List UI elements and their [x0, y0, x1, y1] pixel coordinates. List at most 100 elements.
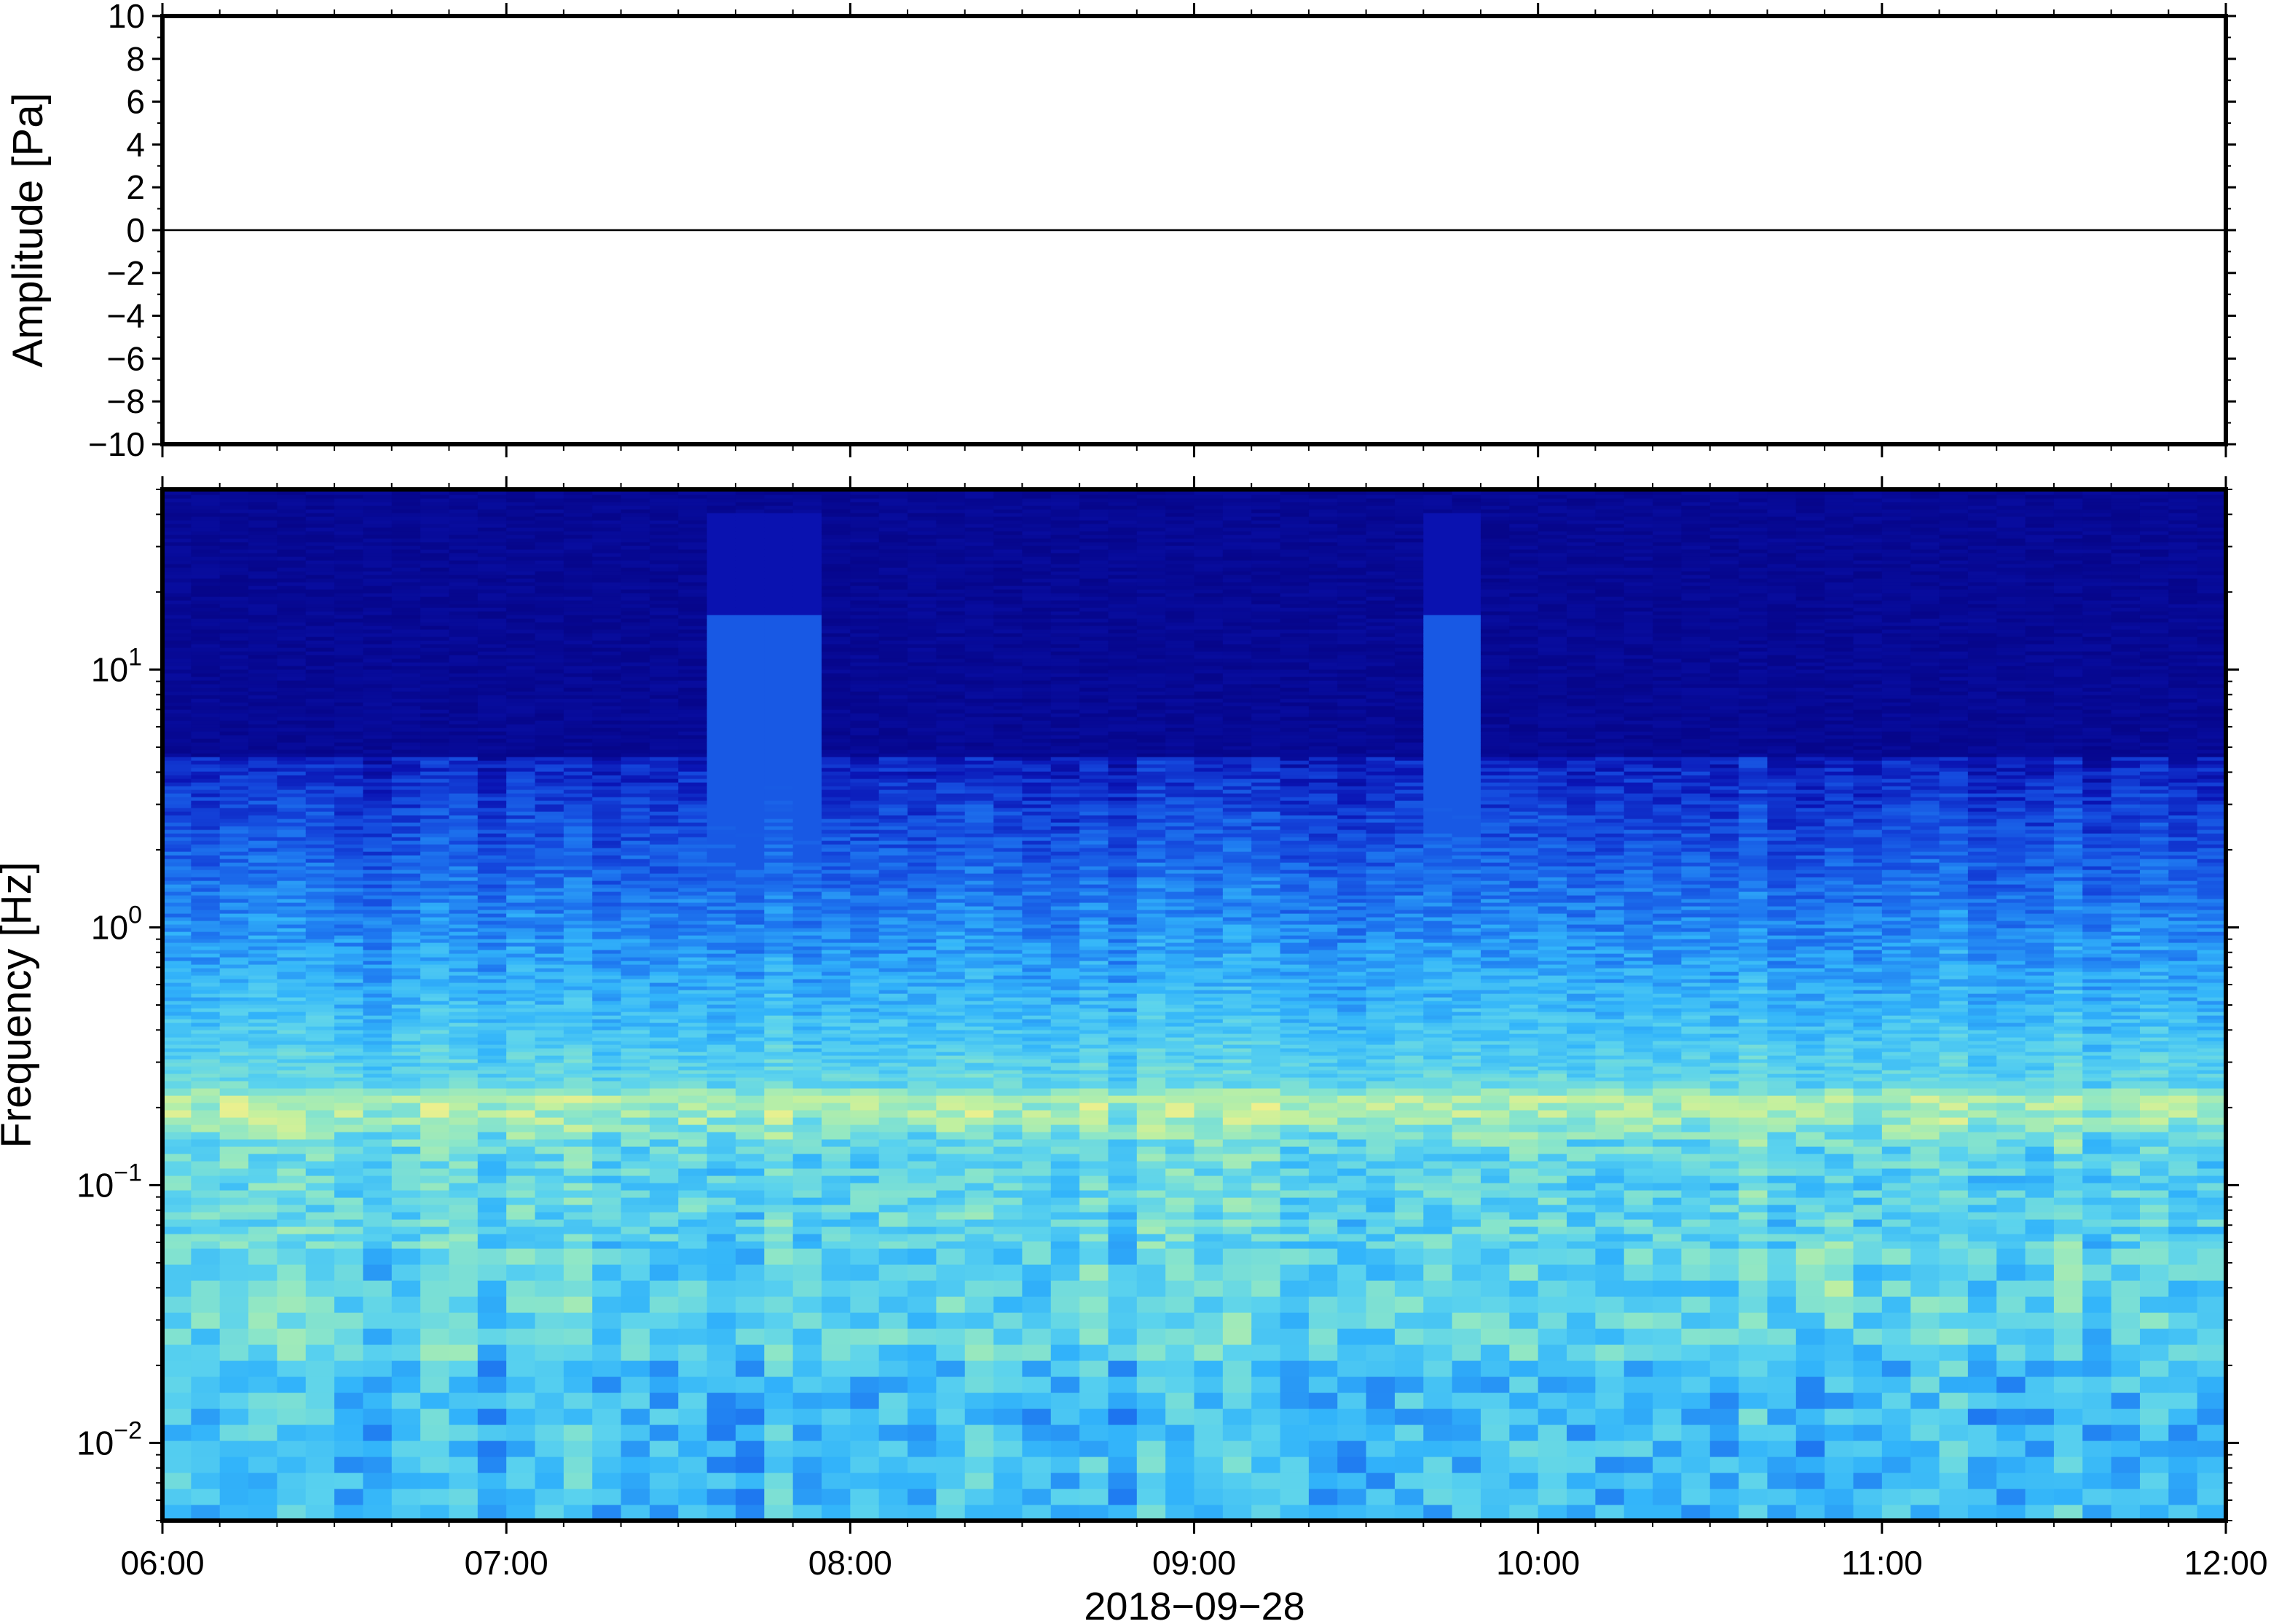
spectrogram-cell — [305, 494, 335, 499]
spectrogram-cell — [735, 822, 765, 827]
spectrogram-cell — [649, 866, 679, 870]
spectrogram-cell — [506, 502, 536, 506]
spectrogram-cell — [248, 669, 278, 674]
spectrogram-cell — [477, 742, 507, 746]
spectrogram-cell — [248, 586, 278, 590]
spectrogram-cell — [563, 582, 593, 586]
spectrogram-cell — [219, 1296, 249, 1313]
spectrogram-cell — [248, 1328, 278, 1345]
spectrogram-cell — [535, 1048, 564, 1052]
spectrogram-cell — [764, 538, 794, 543]
spectrogram-cell — [191, 1012, 221, 1016]
spectrogram-cell — [707, 866, 736, 870]
spectrogram-cell — [162, 655, 192, 659]
spectrogram-cell — [506, 524, 536, 528]
spectrogram-cell — [305, 808, 335, 812]
spectrogram-cell — [678, 877, 708, 881]
spectrogram-cell — [449, 669, 479, 674]
spectrogram-cell — [735, 793, 765, 797]
spectrogram-cell — [735, 921, 765, 925]
spectrogram-cell — [248, 921, 278, 925]
spectrogram-cell — [449, 728, 479, 732]
spectrogram-cell — [764, 640, 794, 645]
spectrogram-cell — [792, 1048, 822, 1052]
spectrogram-cell — [792, 906, 822, 910]
spectrogram-cell — [477, 1154, 507, 1162]
spectrogram-cell — [219, 586, 249, 590]
spectrogram-cell — [248, 1081, 278, 1089]
spectrogram-cell — [592, 1030, 622, 1034]
spectrogram-cell — [649, 695, 679, 699]
spectrogram-cell — [649, 535, 679, 539]
spectrogram-cell — [191, 1052, 221, 1056]
spectrogram-cell — [707, 921, 736, 925]
spectrogram-cell — [219, 997, 249, 1001]
spectrogram-cell — [219, 618, 249, 623]
spectrogram-cell — [592, 946, 622, 950]
amplitude-y-tick-label: −6 — [107, 339, 145, 377]
spectrogram-cell — [391, 764, 421, 768]
spectrogram-cell — [191, 494, 221, 499]
spectrogram-cell — [735, 647, 765, 652]
spectrogram-cell — [707, 862, 736, 867]
spectrogram-cell — [792, 604, 822, 608]
spectrogram-cell — [735, 811, 765, 816]
spectrogram-cell — [535, 786, 564, 790]
spectrogram-cell — [191, 826, 221, 830]
spectrogram-cell — [219, 1033, 249, 1038]
spectrogram-cell — [592, 582, 622, 586]
spectrogram-cell — [162, 819, 192, 823]
spectrogram-cell — [420, 629, 450, 634]
spectrogram-cell — [678, 720, 708, 725]
spectrogram-cell — [506, 753, 536, 757]
spectrogram-cell — [592, 1205, 622, 1213]
spectrogram-cell — [191, 1004, 221, 1009]
spectrogram-cell — [334, 917, 364, 921]
spectrogram-cell — [305, 655, 335, 659]
spectrogram-cell — [248, 709, 278, 714]
spectrogram-cell — [707, 702, 736, 706]
spectrogram-cell — [191, 1248, 221, 1265]
spectrogram-cell — [420, 811, 450, 816]
spectrogram-cell — [535, 913, 564, 918]
spectrogram-cell — [792, 509, 822, 513]
spectrogram-cell — [764, 629, 794, 634]
spectrogram-cell — [563, 677, 593, 681]
spectrogram-cell — [449, 986, 479, 990]
spectrogram-cell — [219, 1052, 249, 1056]
spectrogram-cell — [305, 1081, 335, 1089]
spectrogram-cell — [449, 968, 479, 972]
spectrogram-cell — [535, 848, 564, 852]
spectrogram-cell — [764, 677, 794, 681]
spectrogram-cell — [449, 917, 479, 921]
spectrogram-cell — [162, 1110, 192, 1118]
spectrogram-cell — [449, 1008, 479, 1012]
spectrogram-cell — [305, 975, 335, 979]
spectrogram-cell — [535, 575, 564, 579]
spectrogram-cell — [477, 651, 507, 655]
spectrogram-cell — [219, 524, 249, 528]
spectrogram-cell — [477, 509, 507, 513]
spectrogram-cell — [649, 1063, 679, 1067]
spectrogram-cell — [191, 658, 221, 663]
spectrogram-cell — [219, 1012, 249, 1016]
spectrogram-cell — [191, 1059, 221, 1063]
spectrogram-cell — [363, 706, 393, 710]
spectrogram-cell — [334, 888, 364, 892]
spectrogram-cell — [277, 1044, 307, 1049]
spectrogram-cell — [506, 1052, 536, 1056]
spectrogram-cell — [420, 513, 450, 517]
spectrogram-cell — [391, 1183, 421, 1191]
spectrogram-cell — [277, 771, 307, 776]
spectrogram-cell — [821, 1205, 851, 1213]
spectrogram-cell — [764, 1004, 794, 1009]
spectrogram-cell — [162, 1073, 192, 1078]
spectrogram-cell — [678, 913, 708, 918]
spectrogram-cell — [219, 1037, 249, 1041]
spectrogram-cell — [334, 1095, 364, 1103]
spectrogram-cell — [219, 1241, 249, 1249]
spectrogram-cell — [162, 553, 192, 557]
spectrogram-cell — [248, 782, 278, 787]
spectrogram-cell — [363, 913, 393, 918]
spectrogram-cell — [735, 738, 765, 743]
